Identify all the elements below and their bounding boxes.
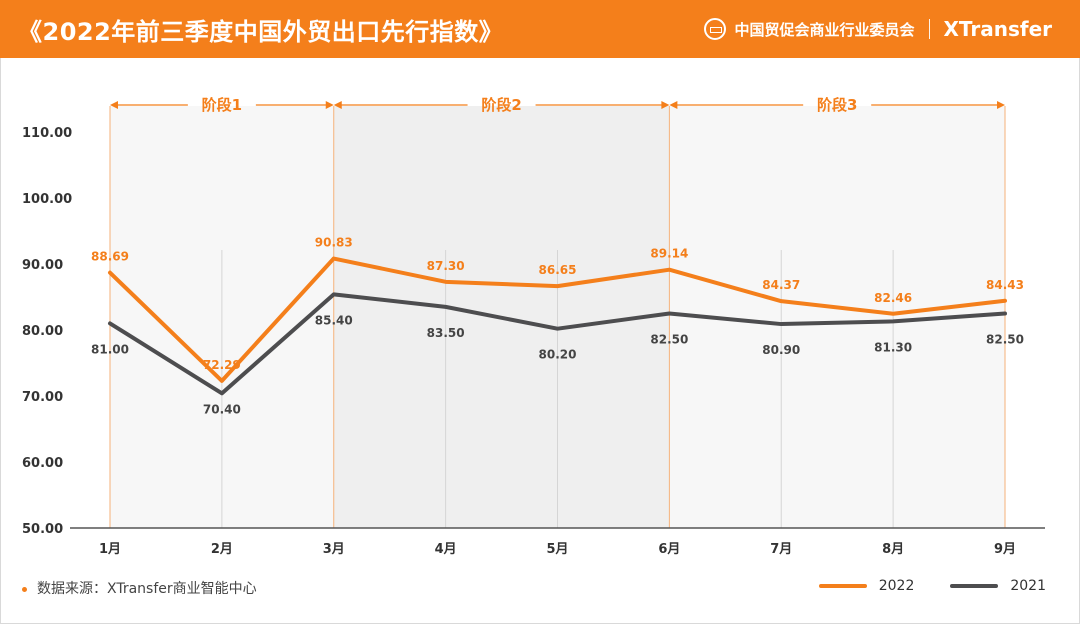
stage-arrowhead-left xyxy=(669,101,678,109)
x-tick-label: 8月 xyxy=(882,542,904,557)
data-label-2022: 87.30 xyxy=(427,259,465,273)
data-label-2021: 80.90 xyxy=(762,343,800,357)
brand-name: XTransfer xyxy=(943,17,1053,41)
x-tick-label: 1月 xyxy=(99,542,121,557)
data-label-2022: 89.14 xyxy=(650,247,688,261)
series-lines xyxy=(108,256,1007,396)
x-tick-label: 5月 xyxy=(546,542,568,557)
stage-label-2: 阶段2 xyxy=(481,96,521,114)
data-label-2021: 85.40 xyxy=(315,313,353,327)
data-label-2022: 90.83 xyxy=(315,236,353,250)
y-tick-label: 60.00 xyxy=(22,456,63,471)
brand-divider xyxy=(928,19,930,39)
x-tick-label: 9月 xyxy=(994,542,1016,557)
legend-item-2022: 2022 xyxy=(818,578,915,594)
stage-arrowhead-right xyxy=(661,101,670,109)
series-line-2022 xyxy=(108,256,1007,383)
data-label-2021: 70.40 xyxy=(203,402,241,416)
data-label-2022: 84.37 xyxy=(762,278,800,292)
source-text: 数据来源：XTransfer商业智能中心 xyxy=(37,581,257,597)
x-tick-label: 3月 xyxy=(323,542,345,557)
legend-swatch-2021 xyxy=(950,584,999,588)
data-label-2022: 72.29 xyxy=(203,358,241,372)
data-label-2021: 81.00 xyxy=(91,342,129,356)
stage-arrowhead-left xyxy=(110,101,118,109)
source-note: 数据来源：XTransfer商业智能中心 xyxy=(22,578,257,598)
y-tick-label: 100.00 xyxy=(22,192,72,207)
data-label-2022: 84.43 xyxy=(986,278,1024,292)
x-tick-label: 4月 xyxy=(435,542,457,557)
y-tick-label: 70.00 xyxy=(22,390,63,405)
org-name: 中国贸促会商业行业委员会 xyxy=(734,20,915,39)
y-tick-label: 90.00 xyxy=(22,258,63,273)
legend-label-2022: 2022 xyxy=(878,578,915,594)
legend-item-2021: 2021 xyxy=(950,578,1046,594)
data-label-2022: 86.65 xyxy=(539,263,577,277)
data-label-2022: 82.46 xyxy=(874,291,912,305)
data-label-2021: 82.50 xyxy=(650,333,688,347)
chart-title: 《2022年前三季度中国外贸出口先行指数》 xyxy=(18,18,504,46)
x-tick-label: 2月 xyxy=(211,542,233,557)
data-label-2021: 81.30 xyxy=(874,340,912,354)
stage-markers: 阶段1 阶段2 阶段3 xyxy=(110,96,1005,114)
stage-arrowhead-right xyxy=(325,101,334,109)
data-label-2022: 88.69 xyxy=(91,250,129,264)
data-labels: 88.69 72.29 90.83 87.30 86.65 89.14 84.37 82.46… xyxy=(91,236,1024,417)
data-label-2021: 82.50 xyxy=(986,333,1024,347)
bullet-dot-icon xyxy=(22,586,27,592)
axes: 1月 2月 3月 4月 5月 6月 7月 8月 9月 50.00 60.00 70.00 80.00 90… xyxy=(22,126,1045,557)
y-tick-label: 50.00 xyxy=(22,522,63,537)
stage-label-3: 阶段3 xyxy=(817,96,857,114)
stage-arrowhead-right xyxy=(997,101,1005,109)
series-line-2021 xyxy=(108,292,1007,396)
x-tick-label: 6月 xyxy=(658,542,680,557)
legend: 2022 2021 xyxy=(818,578,1046,594)
y-tick-label: 110.00 xyxy=(22,126,72,141)
stage-label-1: 阶段1 xyxy=(202,96,242,114)
x-tick-label: 7月 xyxy=(770,542,792,557)
y-tick-label: 80.00 xyxy=(22,324,63,339)
data-label-2021: 83.50 xyxy=(427,326,465,340)
header-bar: 《2022年前三季度中国外贸出口先行指数》 中国贸促会商业行业委员会 XTran… xyxy=(0,0,1080,58)
data-label-2021: 80.20 xyxy=(539,348,577,362)
brand-area: 中国贸促会商业行业委员会 XTransfer xyxy=(704,14,1052,44)
stage-arrowhead-left xyxy=(333,101,342,109)
legend-swatch-2022 xyxy=(818,584,867,588)
grid-lines xyxy=(109,106,1006,528)
legend-label-2021: 2021 xyxy=(1010,578,1046,594)
ccpit-seal-icon xyxy=(704,18,727,40)
